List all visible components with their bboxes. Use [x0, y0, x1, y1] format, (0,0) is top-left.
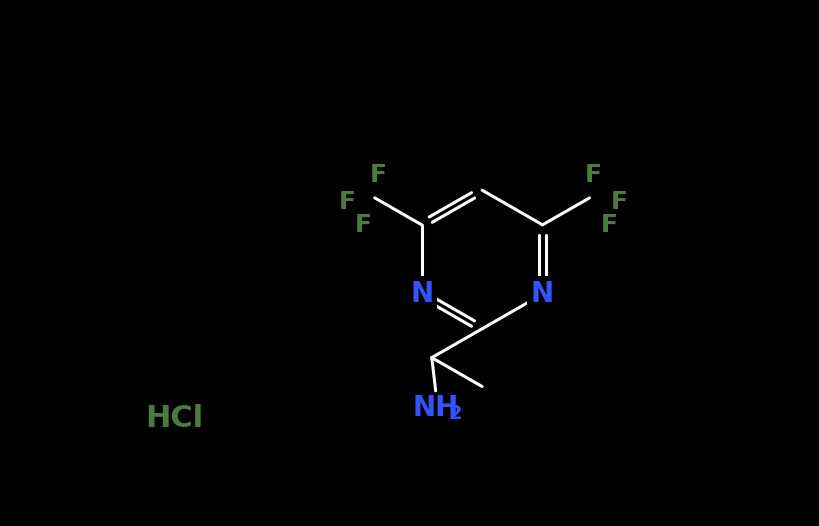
Text: F: F [610, 190, 627, 214]
Text: F: F [370, 163, 387, 187]
Text: F: F [355, 213, 372, 237]
Text: N: N [531, 280, 554, 308]
Text: F: F [585, 163, 602, 187]
Text: HCl: HCl [145, 404, 203, 433]
Text: F: F [600, 213, 618, 237]
Text: F: F [339, 190, 356, 214]
Text: 2: 2 [448, 403, 462, 422]
Text: NH: NH [413, 393, 459, 422]
Text: N: N [410, 280, 433, 308]
